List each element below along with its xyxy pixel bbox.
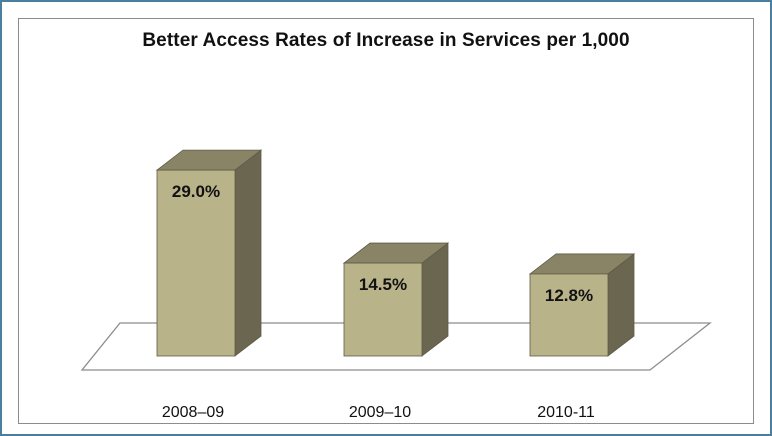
x-tick-label-2: 2009–10 (349, 404, 411, 421)
bar-1 (156, 169, 236, 357)
bar-value-label-2: 14.5% (359, 275, 407, 294)
bar-value-label-1: 29.0% (172, 182, 220, 201)
bar-side-1 (234, 149, 262, 357)
chart-title: Better Access Rates of Increase in Servi… (142, 30, 630, 51)
bar-3 (529, 273, 609, 357)
bar-value-label-3: 12.8% (545, 286, 593, 305)
bar-2 (343, 262, 423, 357)
bars-group: 29.0% 2008–09 14.5% 2009–10 12.8% 2010-11 (155, 149, 636, 421)
x-tick-label-1: 2008–09 (162, 404, 224, 421)
x-tick-label-3: 2010-11 (537, 404, 595, 421)
